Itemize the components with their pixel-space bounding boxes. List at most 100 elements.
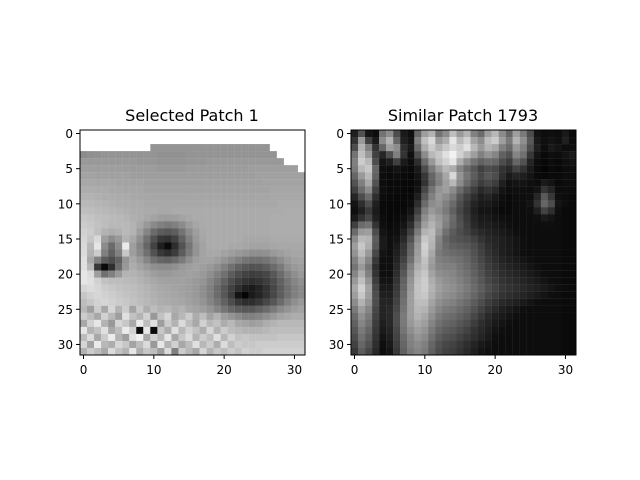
heatmap-cell xyxy=(540,137,549,145)
heatmap-cell xyxy=(199,200,207,208)
heatmap-cell xyxy=(255,179,263,187)
heatmap-cell xyxy=(512,277,520,285)
heatmap-cell xyxy=(150,284,158,292)
heatmap-cell xyxy=(498,333,506,342)
heatmap-cell xyxy=(164,158,172,166)
heatmap-cell xyxy=(470,144,478,152)
heatmap-cell xyxy=(171,277,179,285)
heatmap-cell xyxy=(547,326,556,335)
heatmap-cell xyxy=(143,333,151,342)
heatmap-cell xyxy=(484,137,492,145)
heatmap-cell xyxy=(143,249,151,257)
heatmap-cell xyxy=(115,158,123,166)
heatmap-cell xyxy=(435,242,443,250)
heatmap-cell xyxy=(129,270,137,278)
heatmap-cell xyxy=(526,305,534,313)
heatmap-cell xyxy=(386,347,394,356)
heatmap-cell xyxy=(262,305,270,313)
heatmap-cell xyxy=(283,305,292,313)
heatmap-cell xyxy=(540,221,549,229)
heatmap-cell xyxy=(435,305,443,313)
heatmap-cell xyxy=(87,284,95,292)
heatmap-cell xyxy=(136,179,144,187)
heatmap-cell xyxy=(435,151,443,159)
heatmap-cell xyxy=(178,347,186,356)
heatmap-cell xyxy=(358,256,366,264)
heatmap-cell xyxy=(290,179,299,187)
heatmap-cell xyxy=(115,326,123,335)
heatmap-cell xyxy=(470,235,478,243)
heatmap-cell xyxy=(547,249,556,257)
heatmap-cell xyxy=(393,144,401,152)
heatmap-cell xyxy=(540,144,549,152)
heatmap-cell xyxy=(269,291,278,299)
heatmap-cell xyxy=(171,207,179,215)
heatmap-cell xyxy=(136,249,144,257)
heatmap-cell xyxy=(171,263,179,271)
heatmap-cell xyxy=(115,179,123,187)
heatmap-cell xyxy=(108,333,116,342)
heatmap-cell xyxy=(435,333,443,342)
heatmap-cell xyxy=(234,277,242,285)
heatmap-cell xyxy=(143,137,151,145)
heatmap-cell xyxy=(393,319,401,328)
heatmap-cell xyxy=(136,214,144,222)
heatmap-cell xyxy=(220,186,228,194)
heatmap-cell xyxy=(276,193,285,201)
heatmap-cell xyxy=(456,277,464,285)
heatmap-cell xyxy=(568,151,577,159)
heatmap-cell xyxy=(414,207,422,215)
heatmap-cell xyxy=(255,249,263,257)
heatmap-cell xyxy=(255,242,263,250)
heatmap-cell xyxy=(297,347,306,356)
heatmap-cell xyxy=(213,151,221,159)
heatmap-cell xyxy=(386,312,394,320)
heatmap-cell xyxy=(449,347,457,356)
heatmap-cell xyxy=(449,319,457,328)
heatmap-cell xyxy=(276,256,285,264)
heatmap-cell xyxy=(115,144,123,152)
heatmap-cell xyxy=(407,249,415,257)
heatmap-cell xyxy=(421,263,429,271)
heatmap-cell xyxy=(526,319,534,328)
heatmap-cell xyxy=(297,305,306,313)
heatmap-cell xyxy=(227,312,235,320)
heatmap-cell xyxy=(87,228,95,236)
heatmap-cell xyxy=(554,312,563,320)
heatmap-cell xyxy=(477,207,485,215)
x-tick-label: 10 xyxy=(417,363,432,377)
heatmap-cell xyxy=(519,151,527,159)
heatmap-cell xyxy=(150,151,158,159)
heatmap-cell xyxy=(442,305,450,313)
heatmap-cell xyxy=(206,228,214,236)
heatmap-cell xyxy=(393,200,401,208)
heatmap-cell xyxy=(220,249,228,257)
heatmap-cell xyxy=(449,291,457,299)
heatmap-cell xyxy=(568,340,577,349)
heatmap-cell xyxy=(428,305,436,313)
heatmap-cell xyxy=(358,305,366,313)
heatmap-cell xyxy=(269,228,278,236)
heatmap-cell xyxy=(283,235,292,243)
heatmap-cell xyxy=(101,179,109,187)
heatmap-cell xyxy=(547,179,556,187)
heatmap-cell xyxy=(540,158,549,166)
y-tick-label: 0 xyxy=(65,127,73,141)
heatmap-cell xyxy=(386,333,394,342)
heatmap-cell xyxy=(470,200,478,208)
heatmap-cell xyxy=(442,221,450,229)
heatmap-cell xyxy=(568,228,577,236)
heatmap-cell xyxy=(234,249,242,257)
heatmap-cell xyxy=(115,137,123,145)
heatmap-cell xyxy=(276,277,285,285)
heatmap-cell xyxy=(554,179,563,187)
heatmap-cell xyxy=(561,347,570,356)
heatmap-cell xyxy=(421,319,429,328)
heatmap-cell xyxy=(297,326,306,335)
heatmap-cell xyxy=(505,158,513,166)
heatmap-cell xyxy=(428,200,436,208)
heatmap-cell xyxy=(407,326,415,335)
heatmap-cell xyxy=(206,137,214,145)
heatmap-cell xyxy=(442,186,450,194)
heatmap-cell xyxy=(365,305,373,313)
